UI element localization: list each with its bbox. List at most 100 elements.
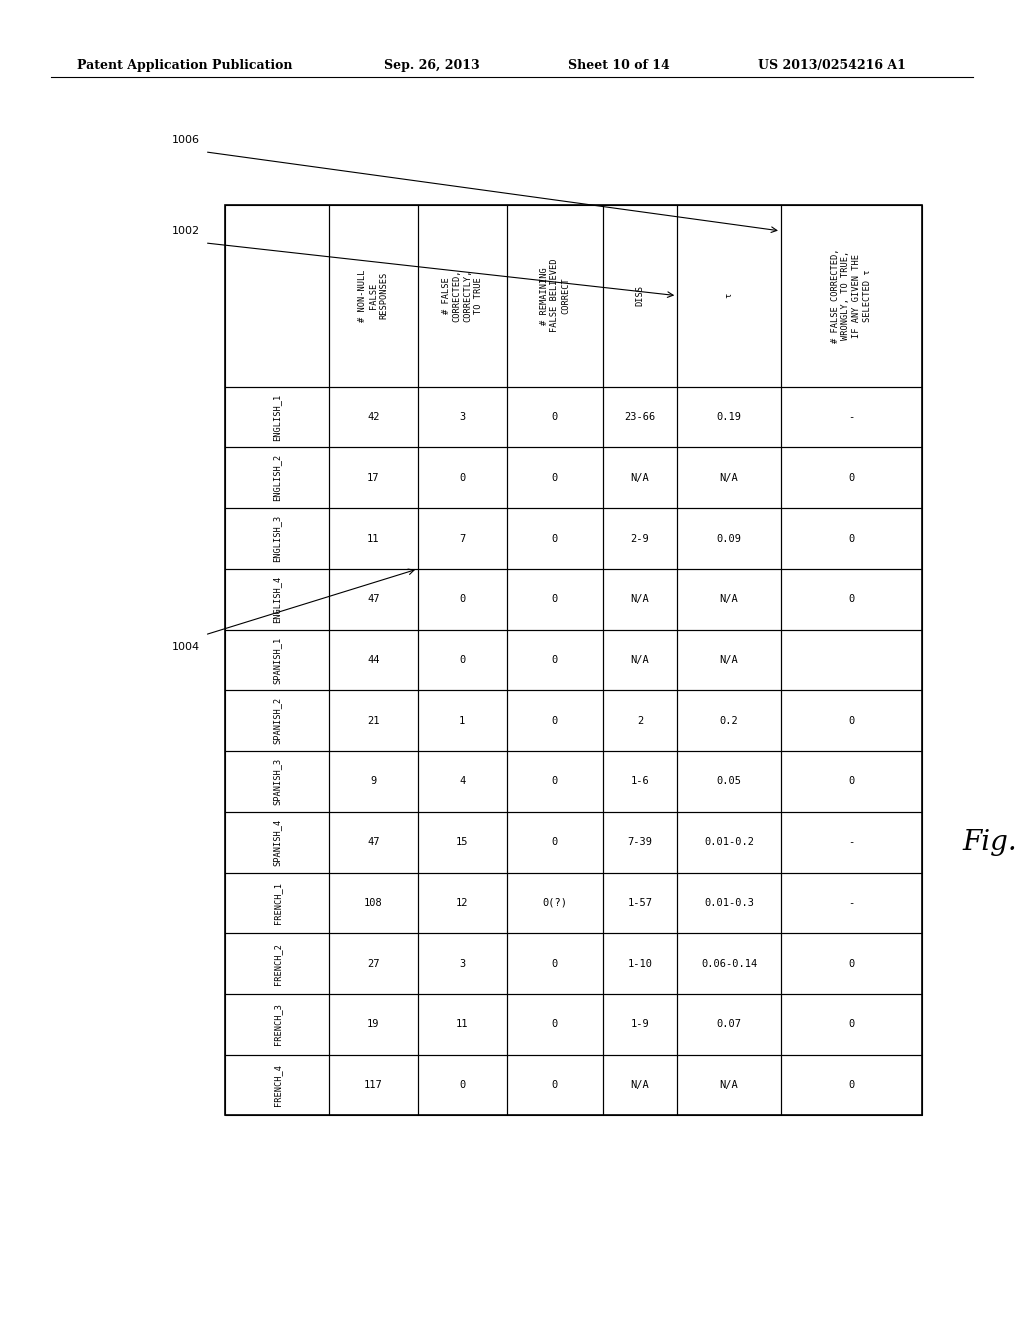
Text: N/A: N/A — [631, 655, 649, 665]
Bar — [781, 569, 922, 630]
Text: 47: 47 — [368, 594, 380, 605]
Bar — [781, 447, 922, 508]
Bar — [507, 508, 603, 569]
Text: 0: 0 — [552, 412, 558, 422]
Text: 0: 0 — [848, 473, 854, 483]
Bar — [418, 205, 507, 387]
Bar — [677, 933, 781, 994]
Bar — [603, 569, 677, 630]
Bar — [418, 387, 507, 447]
Text: DISS: DISS — [636, 285, 645, 306]
Bar — [677, 1055, 781, 1115]
Text: 0: 0 — [552, 776, 558, 787]
Bar — [507, 630, 603, 690]
Bar — [329, 387, 418, 447]
Text: N/A: N/A — [720, 473, 738, 483]
Text: 21: 21 — [368, 715, 380, 726]
Text: 2-9: 2-9 — [631, 533, 649, 544]
Bar — [781, 812, 922, 873]
Bar — [677, 690, 781, 751]
Bar — [225, 1055, 329, 1115]
Text: ENGLISH_4: ENGLISH_4 — [272, 576, 282, 623]
Text: 0: 0 — [552, 1080, 558, 1090]
Text: FRENCH_1: FRENCH_1 — [272, 882, 282, 924]
Text: 0.19: 0.19 — [717, 412, 741, 422]
Text: 1006: 1006 — [172, 135, 200, 145]
Text: 42: 42 — [368, 412, 380, 422]
Bar — [507, 1055, 603, 1115]
Bar — [507, 447, 603, 508]
Bar — [225, 994, 329, 1055]
Bar — [677, 569, 781, 630]
Text: 47: 47 — [368, 837, 380, 847]
Text: FRENCH_4: FRENCH_4 — [272, 1064, 282, 1106]
Text: 1002: 1002 — [172, 226, 200, 236]
Bar — [603, 205, 677, 387]
Text: 1: 1 — [459, 715, 466, 726]
Text: N/A: N/A — [631, 1080, 649, 1090]
Text: 108: 108 — [365, 898, 383, 908]
Bar — [507, 387, 603, 447]
Text: 0.2: 0.2 — [720, 715, 738, 726]
Bar — [507, 873, 603, 933]
Bar — [418, 508, 507, 569]
Text: N/A: N/A — [631, 473, 649, 483]
Text: 0: 0 — [848, 958, 854, 969]
Text: -: - — [848, 898, 854, 908]
Text: 2: 2 — [637, 715, 643, 726]
Bar — [781, 387, 922, 447]
Bar — [603, 751, 677, 812]
Bar — [507, 751, 603, 812]
Bar — [603, 387, 677, 447]
Bar — [781, 508, 922, 569]
Text: Sep. 26, 2013: Sep. 26, 2013 — [384, 59, 479, 73]
Bar — [225, 690, 329, 751]
Text: 7: 7 — [459, 533, 466, 544]
Bar — [781, 933, 922, 994]
Text: FRENCH_2: FRENCH_2 — [272, 942, 282, 985]
Text: ENGLISH_3: ENGLISH_3 — [272, 515, 282, 562]
Text: SPANISH_3: SPANISH_3 — [272, 758, 282, 805]
Text: ENGLISH_1: ENGLISH_1 — [272, 393, 282, 441]
Text: Sheet 10 of 14: Sheet 10 of 14 — [568, 59, 670, 73]
Text: 0: 0 — [552, 1019, 558, 1030]
Text: -: - — [848, 837, 854, 847]
Text: 0.01-0.3: 0.01-0.3 — [705, 898, 754, 908]
Text: 1004: 1004 — [172, 642, 200, 652]
Bar — [507, 569, 603, 630]
Bar — [329, 569, 418, 630]
Text: # REMAINING
FALSE BELIEVED
CORRECT: # REMAINING FALSE BELIEVED CORRECT — [540, 259, 570, 333]
Text: 0: 0 — [848, 776, 854, 787]
Text: 0: 0 — [552, 655, 558, 665]
Text: 0: 0 — [459, 1080, 466, 1090]
Text: 0: 0 — [459, 473, 466, 483]
Bar — [781, 630, 922, 690]
Text: 0: 0 — [552, 473, 558, 483]
Bar — [225, 508, 329, 569]
Bar — [418, 751, 507, 812]
Text: 1-57: 1-57 — [628, 898, 652, 908]
Bar — [225, 812, 329, 873]
Text: 0: 0 — [848, 1080, 854, 1090]
Bar — [781, 873, 922, 933]
Bar — [225, 933, 329, 994]
Text: 15: 15 — [456, 837, 469, 847]
Bar — [225, 387, 329, 447]
Text: 0.01-0.2: 0.01-0.2 — [705, 837, 754, 847]
Bar — [507, 690, 603, 751]
Bar — [418, 690, 507, 751]
Text: 44: 44 — [368, 655, 380, 665]
Text: # FALSE
CORRECTED,
CORRECTLY,
TO TRUE: # FALSE CORRECTED, CORRECTLY, TO TRUE — [441, 269, 483, 322]
Text: τ: τ — [725, 293, 733, 298]
Bar — [677, 751, 781, 812]
Text: 0: 0 — [459, 594, 466, 605]
Text: 117: 117 — [365, 1080, 383, 1090]
Text: 7-39: 7-39 — [628, 837, 652, 847]
Text: 3: 3 — [459, 958, 466, 969]
Bar — [781, 690, 922, 751]
Text: 0: 0 — [848, 715, 854, 726]
Bar — [225, 569, 329, 630]
Bar — [677, 630, 781, 690]
Text: 23-66: 23-66 — [625, 412, 655, 422]
Bar — [329, 994, 418, 1055]
